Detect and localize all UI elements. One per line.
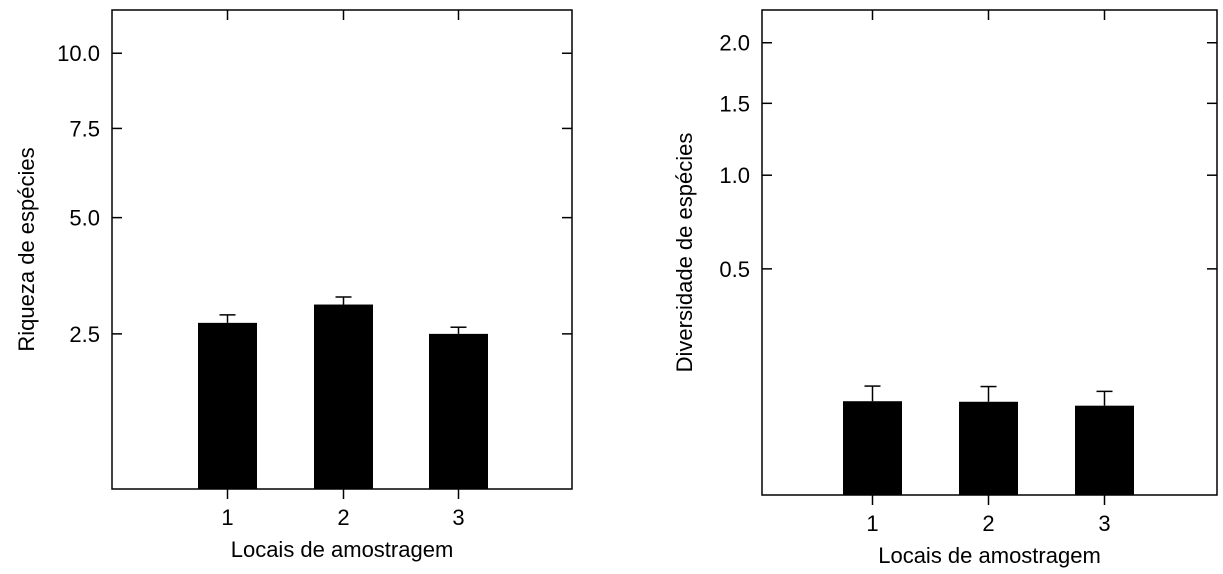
x-tick-label: 2 [337, 505, 349, 530]
bar [843, 401, 902, 495]
richness-chart: 2.5 5.0 7.5 10.0 1 2 3 Locais de amostragem Riqu… [14, 9, 573, 562]
bar [959, 401, 1018, 495]
x-tick-label: 3 [452, 505, 464, 530]
y-axis-label: Diversidade de espécies [672, 133, 697, 373]
x-tick-label: 1 [866, 511, 878, 536]
x-tick-label: 1 [221, 505, 233, 530]
y-tick-label: 7.5 [69, 116, 100, 141]
y-tick-label: 1.0 [719, 163, 750, 188]
y-tick-label: 10.0 [57, 41, 100, 66]
y-axis-label: Riqueza de espécies [14, 147, 39, 351]
y-tick-label: 5.0 [69, 206, 100, 231]
y-tick-label: 1.5 [719, 91, 750, 116]
x-axis-label: Locais de amostragem [878, 543, 1101, 568]
bar [429, 333, 488, 489]
y-tick-label: 2.5 [69, 322, 100, 347]
bar [198, 322, 257, 489]
x-tick-label: 3 [1098, 511, 1110, 536]
y-tick-label: 2.0 [719, 31, 750, 56]
bar [1075, 405, 1134, 495]
x-axis-label: Locais de amostragem [231, 537, 454, 562]
diversity-chart: 0.5 1.0 1.5 2.0 1 2 3 Locais de amostragem Diver… [672, 9, 1218, 568]
y-tick-label: 0.5 [719, 257, 750, 282]
bar [314, 304, 373, 489]
x-tick-label: 2 [982, 511, 994, 536]
